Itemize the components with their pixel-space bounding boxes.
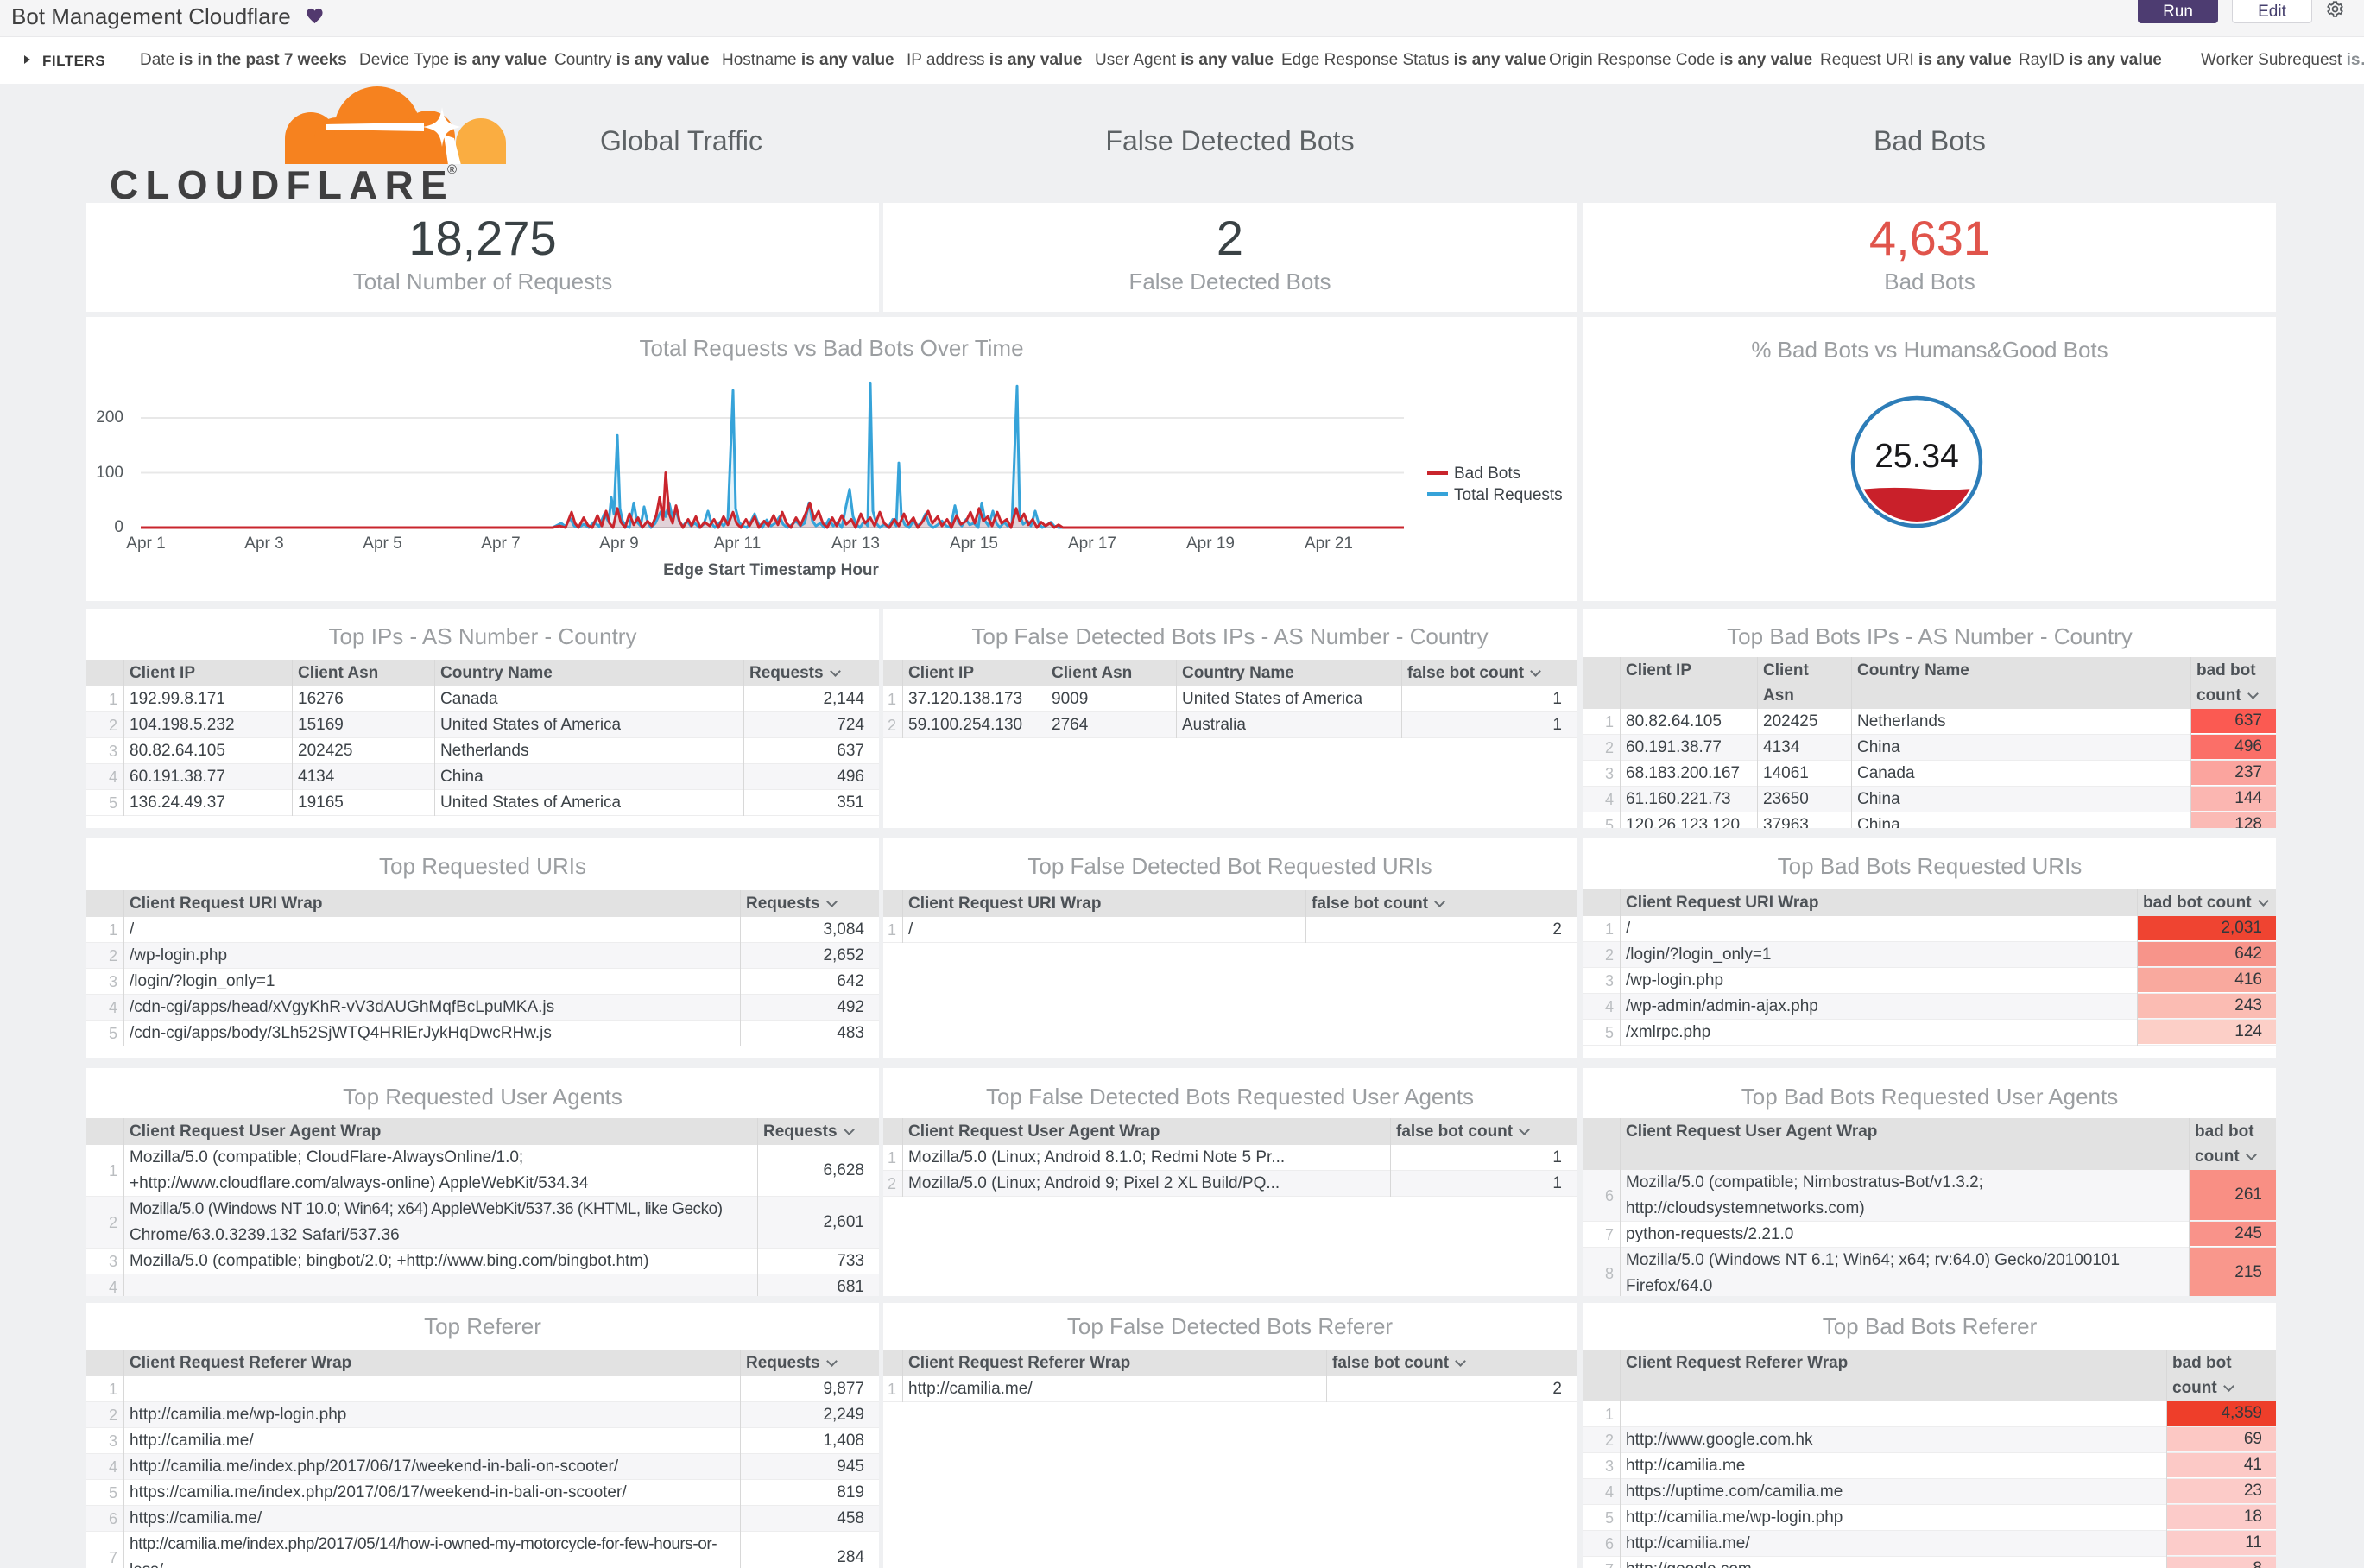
- svg-text:®: ®: [447, 162, 457, 177]
- svg-text:CLOUDFLARE: CLOUDFLARE: [111, 162, 454, 202]
